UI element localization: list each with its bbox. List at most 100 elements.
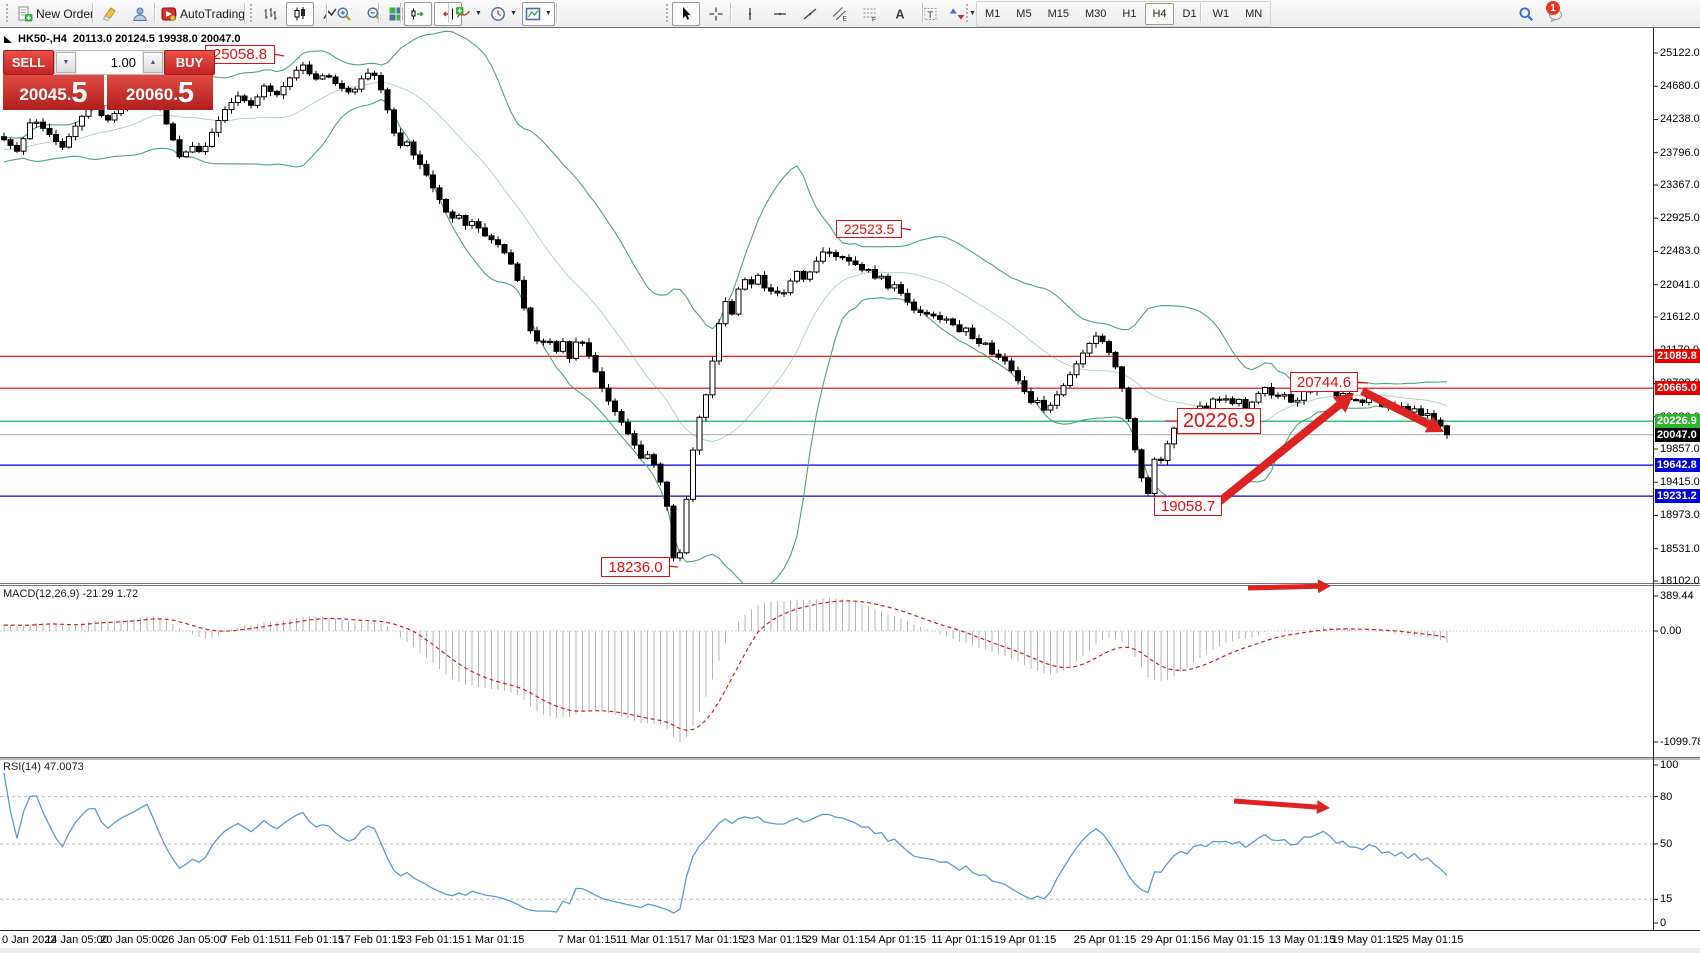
price-label-20226[interactable]: 20226.9 [1177, 408, 1261, 434]
zoom-in-button[interactable] [330, 2, 358, 26]
bar-chart-button[interactable] [256, 2, 284, 26]
time-tick-label: 11 Feb 01:15 [279, 934, 345, 946]
timeframe-button-m1[interactable]: M1 [985, 8, 1001, 20]
time-tick-label: 1 Mar 01:15 [465, 934, 525, 946]
dropdown-caret-icon[interactable]: ▼ [969, 10, 976, 17]
highlighter-button[interactable] [96, 2, 124, 26]
trendline-button[interactable] [796, 2, 824, 26]
time-tick-label: 7 Mar 01:15 [557, 934, 617, 946]
price-badge: 19231.2 [1655, 489, 1700, 504]
price-tick-label: 24680.0 [1660, 80, 1700, 93]
toolbar-drag-handle[interactable] [250, 4, 255, 22]
fibonacci-button[interactable]: F [856, 2, 884, 26]
search-button[interactable] [1512, 2, 1540, 26]
autotrading-icon [161, 7, 176, 21]
time-tick-label: 6 May 01:15 [1203, 934, 1265, 946]
macd-axis-label: -1099.78 [1660, 736, 1700, 748]
collapse-triangle-icon[interactable] [4, 35, 12, 43]
tile-windows-button[interactable] [382, 2, 410, 26]
toolbar-drag-handle[interactable] [666, 4, 671, 22]
time-tick-label: 23 Feb 01:15 [399, 934, 465, 946]
price-tick-label: 19857.0 [1660, 443, 1700, 455]
price-label-19058[interactable]: 19058.7 [1154, 496, 1222, 516]
volume-increase-button[interactable]: ▲ [143, 52, 163, 73]
window-bottom-strip [0, 948, 1700, 953]
volume-decrease-button[interactable]: ▼ [56, 52, 76, 73]
rsi-axis-label: 50 [1660, 838, 1673, 850]
text-label-button[interactable]: T [916, 2, 944, 26]
timeframe-button-h1[interactable]: H1 [1122, 8, 1137, 20]
crosshair-icon [709, 7, 723, 20]
vertical-line-button[interactable] [736, 2, 764, 26]
volume-input[interactable] [77, 51, 142, 74]
buy-button[interactable]: BUY [164, 50, 215, 75]
price-tick-label: 22925.0 [1660, 212, 1700, 225]
fibonacci-icon: F [863, 8, 876, 22]
buy-price-display[interactable]: 20060. 5 [107, 75, 213, 110]
templates-button[interactable]: ▼ [521, 1, 555, 26]
time-tick-label: 29 Mar 01:15 [805, 934, 871, 946]
macd-indicator-label: MACD(12,26,9) -21.29 1.72 [3, 588, 139, 600]
price-tick-label: 18973.0 [1660, 509, 1700, 522]
timeframe-button-d1[interactable]: D1 [1182, 8, 1197, 20]
macd-axis-label: 0.00 [1660, 625, 1682, 637]
price-label-25058[interactable]: 25058.8 [205, 45, 275, 64]
crosshair-button[interactable] [702, 2, 730, 26]
timeframe-button-m15[interactable]: M15 [1047, 8, 1069, 20]
dropdown-caret-icon[interactable]: ▼ [475, 10, 482, 17]
vertical-line-icon [748, 7, 752, 20]
timeframe-button-h4[interactable]: H4 [1145, 3, 1174, 25]
candlestick-chart-icon [294, 6, 305, 20]
autotrading-button[interactable]: AutoTrading [158, 2, 248, 26]
time-tick-label: 19 Apr 01:15 [993, 934, 1057, 946]
timeframe-button-mn[interactable]: MN [1245, 8, 1263, 20]
toolbar-drag-handle[interactable] [966, 4, 971, 22]
toolbar-separator [556, 3, 557, 23]
candlestick-chart-button[interactable] [286, 1, 314, 26]
rsi-indicator-label: RSI(14) 47.0073 [3, 761, 84, 773]
text-icon: A [896, 7, 905, 21]
dropdown-caret-icon[interactable]: ▼ [544, 10, 552, 17]
toolbar-button-label: AutoTrading [180, 6, 245, 21]
channel-button[interactable]: E [826, 2, 854, 26]
auto-scroll-button[interactable] [404, 1, 432, 26]
time-axis[interactable]: 0 Jan 2022 14 Jan 05:00 20 Jan 05:00 26 Jan… [0, 931, 1700, 953]
shapes-button[interactable]: ▼ [946, 2, 979, 26]
profile-button[interactable] [126, 2, 154, 26]
dropdown-caret-icon[interactable]: ▼ [509, 10, 517, 17]
sell-button[interactable]: SELL [3, 50, 54, 75]
time-tick-label: 11 Apr 01:15 [931, 934, 993, 946]
zoom-in-icon [337, 7, 351, 21]
timeframe-button-m30[interactable]: M30 [1084, 8, 1107, 20]
price-label-20744[interactable]: 20744.6 [1290, 372, 1358, 392]
timeframe-button-m5[interactable]: M5 [1016, 8, 1032, 20]
macd-axis-label: 389.44 [1660, 590, 1694, 602]
cursor-button[interactable] [672, 1, 700, 26]
sell-price-display[interactable]: 20045. 5 [3, 75, 104, 110]
horizontal-line-button[interactable] [766, 2, 794, 26]
price-label-22523[interactable]: 22523.5 [836, 220, 902, 238]
toolbar-separator [1200, 3, 1201, 23]
price-tick-label: 18531.0 [1660, 542, 1700, 555]
time-tick-label: 14 Jan 05:00 [45, 934, 109, 946]
indicators-button[interactable]: ▼ [452, 2, 485, 26]
toolbar-group [1512, 1, 1570, 26]
price-tick-label: 23367.0 [1660, 179, 1700, 191]
cursor-icon [683, 6, 691, 20]
auto-scroll-icon [411, 8, 424, 19]
time-tick-label: 26 Jan 05:00 [162, 934, 226, 946]
price-tick-label: 23796.0 [1660, 146, 1700, 159]
rsi-axis-label: 0 [1660, 917, 1667, 929]
toolbar-separator [92, 3, 93, 23]
time-tick-label: 17 Feb 01:15 [338, 934, 404, 946]
toolbar-drag-handle[interactable] [6, 4, 11, 22]
periods-button[interactable]: ▼ [487, 2, 520, 26]
rsi-axis-label: 80 [1660, 790, 1673, 803]
new-order-button[interactable]: New Order [14, 2, 97, 26]
rsi-axis-label: 15 [1660, 893, 1673, 906]
time-tick-label: 20 Jan 05:00 [100, 934, 164, 946]
text-button[interactable]: A [886, 2, 914, 26]
timeframe-button-w1[interactable]: W1 [1212, 8, 1230, 20]
price-label-18236[interactable]: 18236.0 [601, 557, 670, 577]
